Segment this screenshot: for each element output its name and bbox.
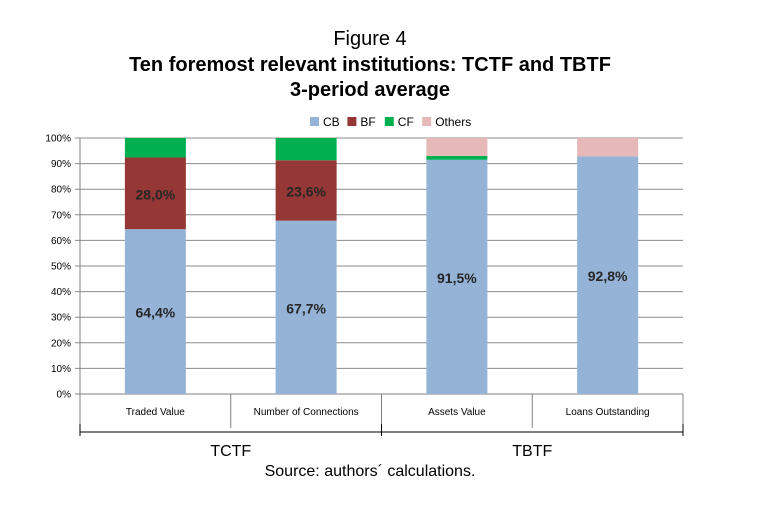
legend-label: CF [398,115,414,129]
y-tick-label: 20% [51,338,71,349]
figure-label: Figure 4 [333,28,407,50]
y-tick-label: 80% [51,185,71,196]
bar-cb [577,156,639,394]
chart-subtitle: 3-period average [289,79,451,101]
legend-swatch [347,117,357,126]
y-tick-label: 70% [51,210,71,221]
legend-swatch [310,117,319,126]
data-label: 28,0% [136,186,176,202]
bar-cf [426,155,488,160]
y-tick-label: 100% [45,134,71,145]
chart-title: Ten foremost relevant institutions: TCTF… [129,54,611,76]
bar-cf [275,138,337,161]
bar-cb [426,159,488,394]
bar-others [426,138,488,156]
bar-bf [275,160,337,221]
data-label: 23,6% [286,183,326,199]
y-tick-label: 90% [51,159,71,170]
y-tick-label: 10% [51,364,71,375]
y-tick-label: 40% [51,287,71,298]
legend-label: BF [360,115,375,129]
x-category-label: Traded Value [126,407,185,418]
legend-swatch [384,117,394,126]
data-label: 91,5% [437,270,477,286]
data-label: 67,7% [286,300,326,316]
legend-label: CB [323,115,340,129]
data-label: 64,4% [136,305,176,321]
group-label: TCTF [210,443,251,460]
x-category-label: Number of Connections [254,407,359,418]
bar-cb [275,220,337,394]
x-category-label: Assets Value [428,407,486,418]
y-tick-label: 50% [51,262,71,273]
group-label: TBTF [512,443,552,460]
x-category-label: Loans Outstanding [566,407,650,418]
y-tick-label: 30% [51,313,71,324]
y-tick-label: 0% [57,390,72,401]
y-tick-label: 60% [51,236,71,247]
bar-bf [124,157,186,230]
data-label: 92,8% [588,268,628,284]
source-note: Source: authors´ calculations. [264,463,476,480]
bar-cf [124,138,186,158]
legend-swatch [422,117,432,126]
legend-label: Others [435,115,471,129]
bar-others [577,138,639,157]
bar-cb [124,229,186,394]
